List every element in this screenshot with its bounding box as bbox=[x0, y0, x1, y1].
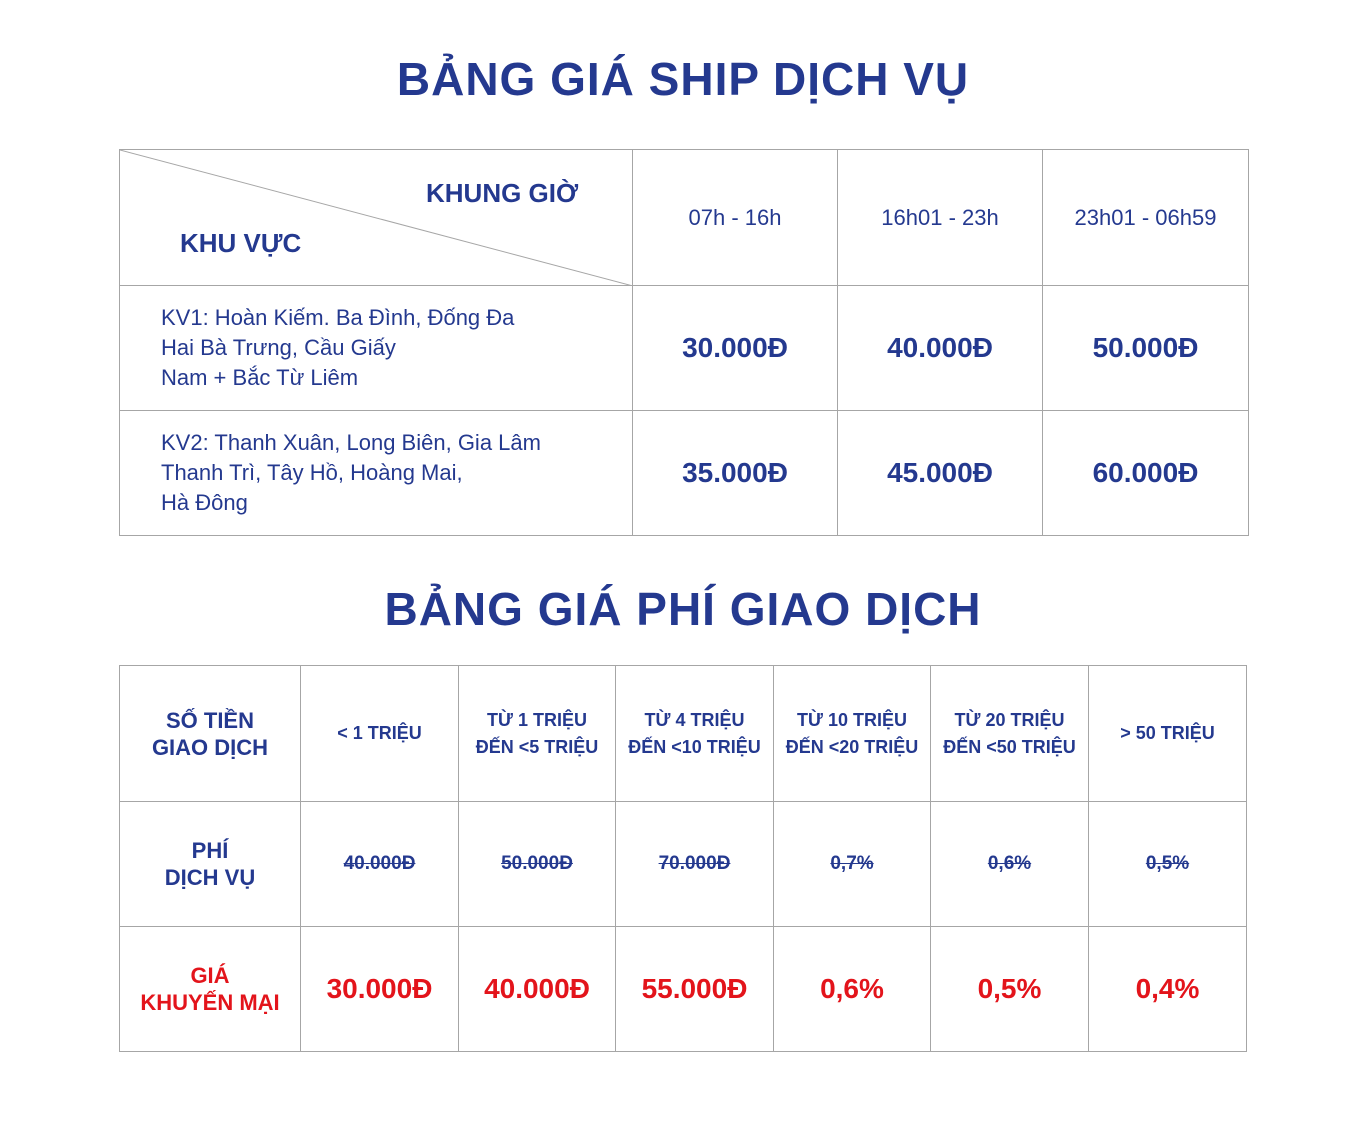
label-line: GIÁ bbox=[190, 963, 230, 988]
range-header: TỪ 1 TRIỆU ĐẾN <5 TRIỆU bbox=[458, 665, 616, 802]
promo-price: 0,6% bbox=[773, 926, 931, 1052]
range-line: ĐẾN <20 TRIỆU bbox=[785, 736, 919, 757]
ship-price-table: KHUNG GIỜ KHU VỰC 07h - 16h 16h01 - 23h … bbox=[119, 149, 1249, 536]
table-row: KV1: Hoàn Kiếm. Ba Đình, Đống Đa Hai Bà … bbox=[119, 285, 1249, 411]
promo-price: 55.000Đ bbox=[615, 926, 774, 1052]
range-header: < 1 TRIỆU bbox=[300, 665, 459, 802]
label-line: PHÍ bbox=[191, 838, 229, 863]
price-cell: 50.000Đ bbox=[1042, 285, 1249, 411]
area-line: Hà Đông bbox=[161, 490, 248, 515]
area-line: Hai Bà Trưng, Cầu Giấy bbox=[161, 335, 396, 360]
promo-price: 0,4% bbox=[1088, 926, 1247, 1052]
range-line: TỪ 4 TRIỆU bbox=[644, 709, 745, 730]
area-cell: KV2: Thanh Xuân, Long Biên, Gia Lâm Than… bbox=[119, 410, 633, 536]
range-line: ĐẾN <5 TRIỆU bbox=[475, 736, 599, 757]
range-line: > 50 TRIỆU bbox=[1120, 723, 1215, 743]
label-line: DỊCH VỤ bbox=[164, 865, 256, 890]
area-line: Nam + Bắc Từ Liêm bbox=[161, 365, 359, 390]
price-cell: 35.000Đ bbox=[632, 410, 838, 536]
price-cell: 40.000Đ bbox=[837, 285, 1043, 411]
time-slot-3: 23h01 - 06h59 bbox=[1042, 149, 1249, 286]
label-line: KHUYẾN MẠI bbox=[140, 990, 280, 1015]
area-line: KV2: Thanh Xuân, Long Biên, Gia Lâm bbox=[161, 430, 541, 455]
promo-price: 40.000Đ bbox=[458, 926, 616, 1052]
range-line: TỪ 10 TRIỆU bbox=[797, 709, 907, 730]
amount-header: SỐ TIỀN GIAO DỊCH bbox=[119, 665, 301, 802]
label-line: SỐ TIỀN bbox=[165, 707, 254, 733]
range-line: ĐẾN <10 TRIỆU bbox=[628, 736, 761, 757]
promo-price: 30.000Đ bbox=[300, 926, 459, 1052]
old-fee: 0,7% bbox=[773, 801, 931, 927]
time-slot-1: 07h - 16h bbox=[632, 149, 838, 286]
range-line: < 1 TRIỆU bbox=[337, 723, 422, 743]
fee-table-title: BẢNG GIÁ PHÍ GIAO DỊCH bbox=[384, 583, 982, 635]
range-header: TỪ 20 TRIỆU ĐẾN <50 TRIỆU bbox=[930, 665, 1089, 802]
time-slot-header: KHUNG GIỜ bbox=[426, 178, 579, 208]
label-line: GIAO DỊCH bbox=[151, 734, 269, 760]
ship-table-title: BẢNG GIÁ SHIP DỊCH VỤ bbox=[396, 53, 970, 105]
area-header: KHU VỰC bbox=[180, 228, 302, 258]
transaction-fee-table: SỐ TIỀN GIAO DỊCH < 1 TRIỆU TỪ 1 TRIỆU ĐẾ… bbox=[119, 665, 1247, 1052]
price-cell: 60.000Đ bbox=[1042, 410, 1249, 536]
time-slot-2: 16h01 - 23h bbox=[837, 149, 1043, 286]
old-fee: 40.000Đ bbox=[300, 801, 459, 927]
area-line: KV1: Hoàn Kiếm. Ba Đình, Đống Đa bbox=[161, 305, 515, 330]
area-line: Thanh Trì, Tây Hồ, Hoàng Mai, bbox=[161, 460, 463, 485]
range-header: TỪ 4 TRIỆU ĐẾN <10 TRIỆU bbox=[615, 665, 774, 802]
range-header: > 50 TRIỆU bbox=[1088, 665, 1247, 802]
table-row: GIÁ KHUYẾN MẠI 30.000Đ 40.000Đ 55.000Đ 0… bbox=[119, 926, 1247, 1052]
range-line: TỪ 20 TRIỆU bbox=[954, 709, 1065, 730]
price-cell: 45.000Đ bbox=[837, 410, 1043, 536]
old-fee: 0,6% bbox=[930, 801, 1089, 927]
old-fee: 70.000Đ bbox=[615, 801, 774, 927]
area-cell: KV1: Hoàn Kiếm. Ba Đình, Đống Đa Hai Bà … bbox=[119, 285, 633, 411]
old-fee: 50.000Đ bbox=[458, 801, 616, 927]
old-fee: 0,5% bbox=[1088, 801, 1247, 927]
table-row: PHÍ DỊCH VỤ 40.000Đ 50.000Đ 70.000Đ 0,7%… bbox=[119, 801, 1247, 927]
range-line: ĐẾN <50 TRIỆU bbox=[943, 736, 1076, 757]
promo-price: 0,5% bbox=[930, 926, 1089, 1052]
table-row: KV2: Thanh Xuân, Long Biên, Gia Lâm Than… bbox=[119, 410, 1249, 536]
promo-label: GIÁ KHUYẾN MẠI bbox=[119, 926, 301, 1052]
corner-header-cell: KHUNG GIỜ KHU VỰC bbox=[119, 149, 633, 286]
price-cell: 30.000Đ bbox=[632, 285, 838, 411]
range-line: TỪ 1 TRIỆU bbox=[487, 709, 587, 730]
service-fee-label: PHÍ DỊCH VỤ bbox=[119, 801, 301, 927]
range-header: TỪ 10 TRIỆU ĐẾN <20 TRIỆU bbox=[773, 665, 931, 802]
diagonal-divider bbox=[120, 150, 633, 286]
